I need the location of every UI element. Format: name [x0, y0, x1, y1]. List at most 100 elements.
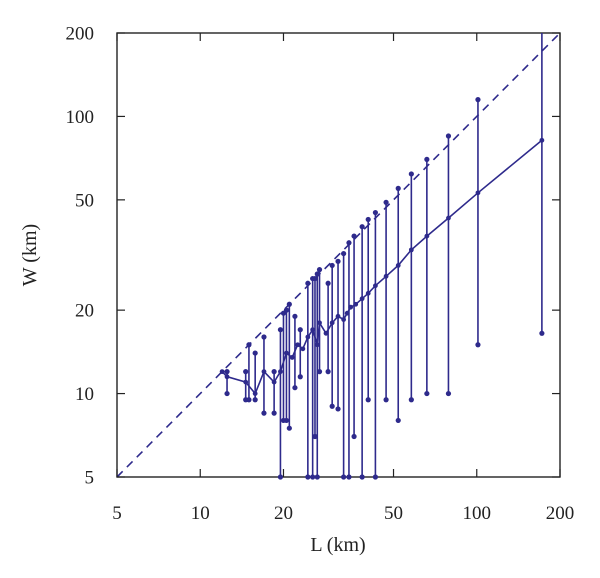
max-point: [372, 209, 379, 216]
max-point: [305, 280, 311, 286]
x-tick-label: 20: [274, 503, 293, 524]
max-point: [224, 369, 230, 375]
max-point: [286, 301, 292, 307]
mean-point: [219, 369, 225, 375]
min-point: [539, 330, 545, 336]
min-point: [286, 425, 292, 431]
mean-point: [395, 263, 401, 268]
min-point: [252, 397, 258, 403]
max-point: [359, 224, 365, 230]
min-point: [341, 474, 347, 480]
max-point: [335, 258, 341, 264]
max-point: [475, 97, 481, 103]
min-point: [277, 474, 284, 480]
min-point: [395, 417, 401, 424]
max-point: [408, 171, 414, 177]
max-point: [297, 327, 303, 333]
y-tick-label: 10: [75, 384, 94, 405]
x-tick-label: 10: [191, 503, 210, 524]
mean-point: [344, 310, 350, 316]
max-point: [395, 185, 401, 191]
min-point: [346, 474, 352, 480]
plot-frame: [116, 32, 561, 478]
max-point: [283, 307, 290, 313]
min-point: [329, 403, 335, 409]
min-point: [283, 417, 290, 424]
min-point: [445, 390, 452, 397]
max-point: [341, 250, 347, 257]
mean-point: [383, 273, 389, 279]
min-point: [246, 397, 252, 403]
max-point: [243, 369, 249, 375]
min-point: [310, 474, 316, 480]
mean-point: [348, 304, 354, 310]
min-point: [424, 390, 430, 397]
mean-point: [305, 334, 311, 340]
y-axis-title: W (km): [19, 224, 41, 286]
max-point: [277, 327, 284, 333]
max-point: [252, 350, 258, 356]
min-point: [316, 369, 323, 375]
mean-point: [335, 313, 341, 319]
min-point: [359, 474, 365, 480]
mean-point: [252, 391, 258, 396]
mean-point: [261, 369, 267, 375]
mean-point: [424, 233, 430, 239]
mean-point: [359, 296, 365, 302]
min-point: [335, 406, 341, 412]
max-point: [271, 369, 277, 375]
max-point: [316, 267, 323, 273]
mean-point: [317, 320, 322, 326]
mean-point: [475, 190, 481, 196]
max-point: [312, 275, 318, 282]
min-point: [351, 433, 357, 440]
y-tick-label: 5: [85, 468, 95, 489]
max-point: [424, 156, 430, 162]
max-point: [351, 233, 357, 239]
mean-point: [408, 247, 414, 253]
y-tick-label: 200: [66, 24, 95, 45]
mean-point: [310, 327, 316, 333]
y-tick-label: 20: [75, 301, 94, 322]
reference-line: [116, 32, 561, 478]
min-point: [312, 433, 318, 440]
min-point: [475, 342, 481, 348]
mean-point: [284, 350, 289, 356]
range-lines: [226, 33, 543, 477]
mean-point: [243, 379, 249, 385]
min-point: [314, 474, 320, 480]
mean-point: [271, 379, 277, 385]
min-point: [224, 390, 230, 397]
mean-point: [365, 290, 371, 296]
max-point: [325, 280, 331, 286]
range-points: [224, 97, 545, 480]
x-axis-title: L (km): [310, 534, 365, 556]
x-tick-label: 100: [463, 503, 492, 524]
y-tick-label: 100: [66, 107, 95, 128]
x-tick-label: 200: [546, 503, 575, 524]
mean-point: [373, 283, 378, 289]
mean-point: [314, 342, 320, 348]
max-point: [365, 216, 371, 223]
max-point: [292, 313, 298, 319]
x-tick-label: 50: [384, 503, 403, 524]
x-tick-label: 5: [112, 503, 122, 524]
max-point: [383, 199, 389, 205]
mean-point: [278, 369, 283, 375]
mean-point: [329, 320, 335, 326]
min-point: [365, 397, 371, 403]
mean-point: [446, 215, 451, 221]
max-point: [346, 240, 352, 246]
mean-points: [219, 137, 545, 396]
max-point: [445, 133, 452, 139]
mean-line: [221, 139, 543, 396]
max-point: [246, 342, 252, 348]
max-point: [314, 271, 320, 277]
min-point: [383, 397, 389, 403]
min-point: [271, 410, 277, 416]
mean-point: [353, 301, 359, 307]
min-point: [372, 474, 379, 480]
min-point: [297, 374, 303, 380]
mean-point: [323, 330, 329, 336]
